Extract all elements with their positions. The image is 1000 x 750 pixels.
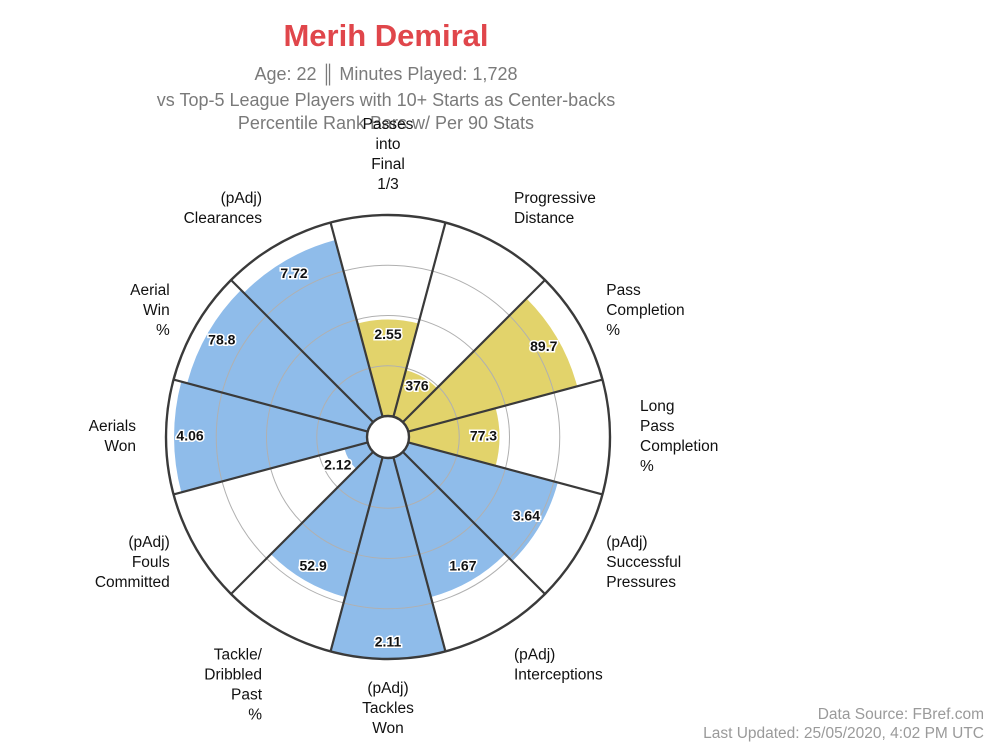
value-label-0: 2.55 bbox=[374, 326, 401, 342]
chart-title: Merih Demiral bbox=[283, 18, 489, 53]
stat-label-6: (pAdj) Tackles Won bbox=[362, 680, 414, 737]
value-label-3: 77.3 bbox=[470, 428, 497, 444]
bar-3 bbox=[408, 408, 500, 466]
stat-label-7: Tackle/Dribbled Past% bbox=[204, 646, 262, 723]
stat-label-2: Pass Completion% bbox=[606, 282, 684, 339]
spoke-10 bbox=[173, 378, 369, 433]
subtitle-line-1: Age: 22 ║ Minutes Played: 1,728 bbox=[0, 64, 772, 85]
bar-8 bbox=[344, 442, 374, 469]
subtitle-separator: ║ bbox=[321, 64, 335, 84]
value-label-5: 1.67 bbox=[449, 557, 476, 573]
stat-label-5: (pAdj) Interceptions bbox=[514, 646, 603, 683]
spoke-0 bbox=[329, 222, 384, 418]
value-label-6: 2.11 bbox=[375, 634, 402, 650]
value-label-10: 78.8 bbox=[208, 332, 235, 348]
value-label-4: 3.64 bbox=[513, 508, 540, 524]
reference-ring-2 bbox=[215, 264, 561, 610]
bar-11 bbox=[243, 240, 383, 423]
bar-2 bbox=[402, 298, 578, 432]
subtitle-line-2: vs Top-5 League Players with 10+ Starts … bbox=[156, 90, 616, 110]
spoke-7 bbox=[329, 456, 384, 652]
reference-ring-0 bbox=[316, 365, 460, 509]
bar-1 bbox=[393, 370, 437, 423]
last-updated-note: Last Updated: 25/05/2020, 4:02 PM UTC bbox=[703, 725, 984, 742]
outer-ring bbox=[164, 213, 612, 661]
spoke-3 bbox=[407, 378, 603, 433]
stat-label-11: (pAdj) Clearances bbox=[184, 190, 263, 227]
spoke-8 bbox=[230, 451, 374, 595]
bar-9 bbox=[174, 381, 368, 493]
value-label-9: 4.06 bbox=[176, 428, 203, 444]
spoke-6 bbox=[392, 456, 447, 652]
stat-label-0: Passes into Final 1/3 bbox=[363, 116, 414, 193]
stat-label-1: Progressive Distance bbox=[514, 190, 596, 227]
stat-label-4: (pAdj) Successful Pressures bbox=[606, 534, 681, 591]
stat-label-3: Long Pass Completion% bbox=[640, 398, 718, 475]
value-label-8: 2.12 bbox=[324, 457, 351, 473]
bar-0 bbox=[357, 319, 419, 417]
subtitle-age: Age: 22 bbox=[254, 64, 317, 84]
spoke-5 bbox=[402, 451, 546, 595]
spoke-11 bbox=[230, 279, 374, 423]
subtitle-line-3: Percentile Rank Bars w/ Per 90 Stats bbox=[237, 113, 535, 133]
value-label-11: 7.72 bbox=[280, 265, 307, 281]
spoke-2 bbox=[402, 279, 546, 423]
spoke-4 bbox=[407, 441, 603, 496]
stat-label-9: Aerials Won bbox=[89, 418, 137, 455]
reference-ring-1 bbox=[266, 315, 510, 559]
value-label-7: 52.9 bbox=[300, 557, 327, 573]
subtitle-minutes: Minutes Played: 1,728 bbox=[339, 64, 518, 84]
spoke-1 bbox=[392, 222, 447, 418]
spoke-9 bbox=[173, 441, 369, 496]
center-hole bbox=[365, 414, 411, 460]
value-label-1: 376 bbox=[405, 377, 429, 393]
stat-label-8: (pAdj) Fouls Committed bbox=[95, 534, 170, 591]
bar-10 bbox=[187, 289, 374, 432]
data-source-note: Data Source: FBref.com bbox=[817, 706, 984, 723]
stat-label-10: Aerial Win% bbox=[130, 282, 170, 339]
value-label-2: 89.7 bbox=[530, 338, 557, 354]
